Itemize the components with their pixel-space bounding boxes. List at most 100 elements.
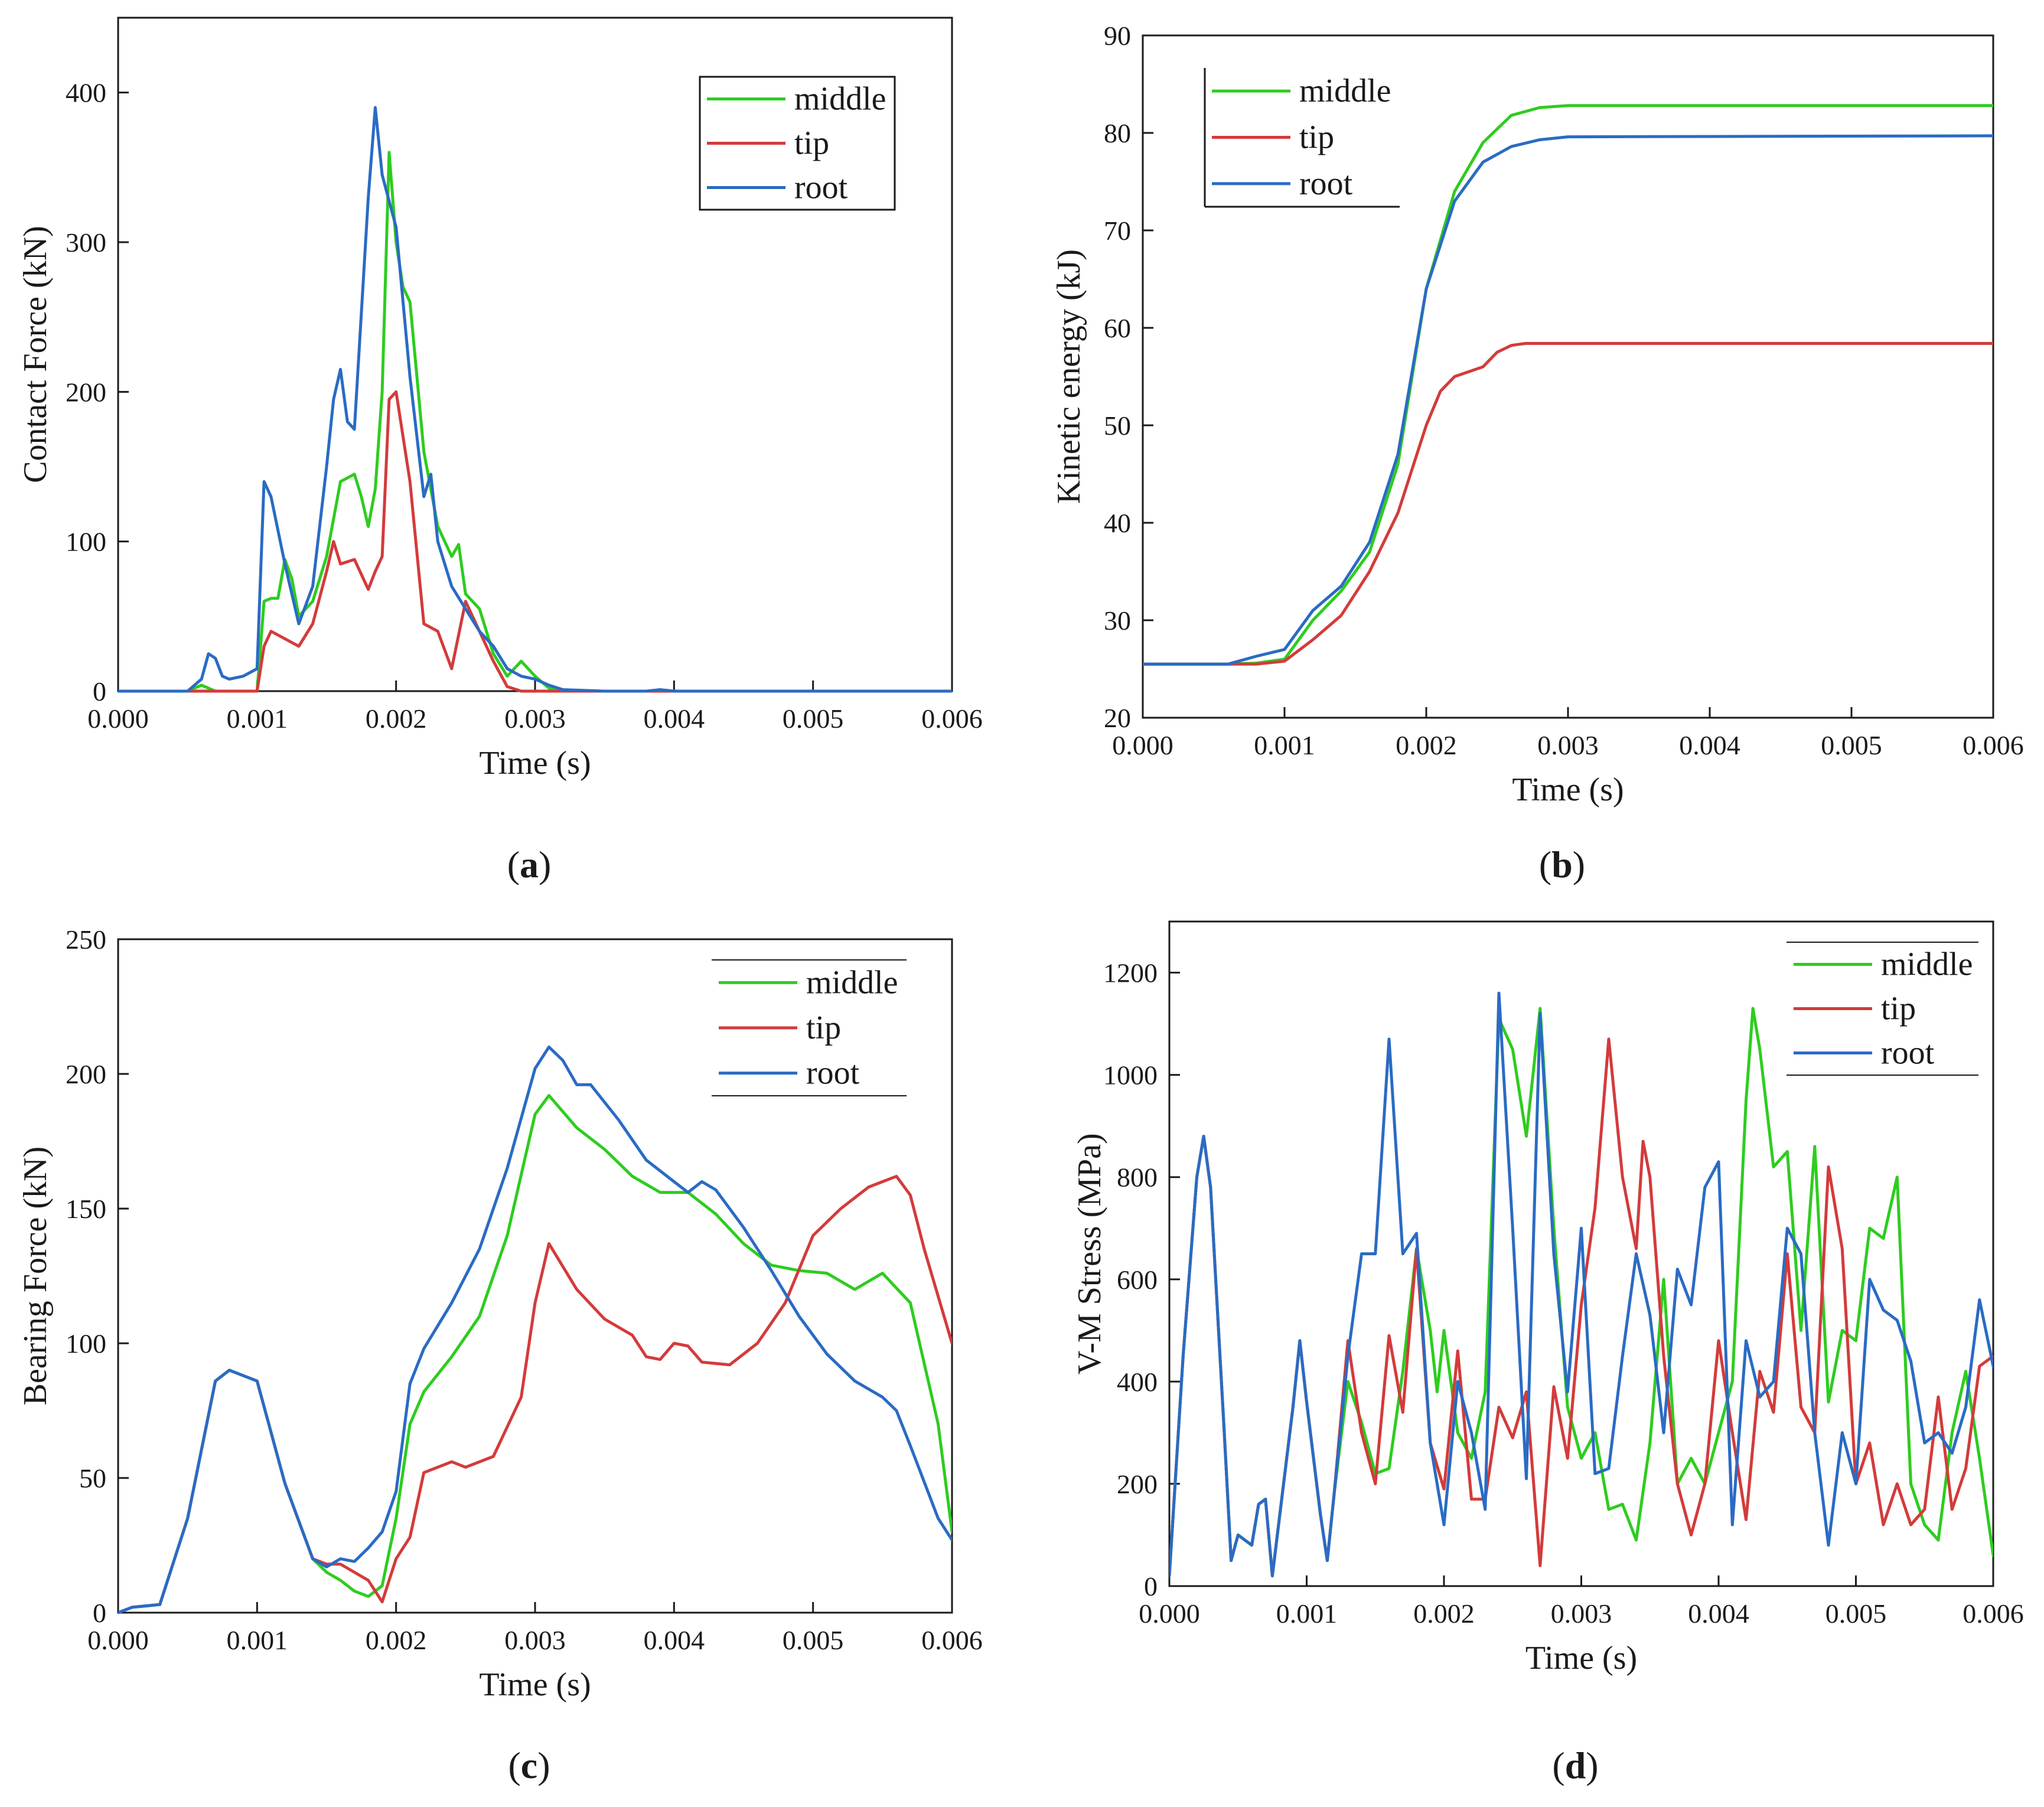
legend-label-root: root [1881, 1035, 1935, 1072]
x-tick-label: 0.005 [1821, 730, 1882, 760]
x-tick-label: 0.003 [1537, 730, 1599, 760]
y-tick-label: 70 [1104, 216, 1131, 246]
x-tick-label: 0.000 [1112, 730, 1173, 760]
y-tick-label: 150 [66, 1194, 106, 1224]
series-line-tip [118, 1174, 952, 1614]
series-group [118, 106, 952, 693]
series-line-root [1169, 991, 1993, 1578]
panel-b: 0.000 0.001 0.002 0.003 0.004 0.005 0.006 20 30 4… [1051, 21, 2024, 885]
x-tick-label: 0.006 [921, 1625, 983, 1655]
y-tick-label: 20 [1104, 703, 1131, 733]
y-axis-label: Contact Force (kN) [17, 226, 54, 483]
y-tick-label: 400 [66, 78, 106, 108]
x-tick-label: 0.001 [1254, 730, 1315, 760]
y-axis-label: V-M Stress (MPa) [1071, 1133, 1108, 1375]
y-axis-label: Bearing Force (kN) [17, 1147, 54, 1406]
legend-label-root: root [806, 1055, 860, 1092]
x-axis-label: Time (s) [1525, 1640, 1637, 1676]
legend-label-middle: middle [1299, 73, 1391, 109]
x-tick-label: 0.006 [1962, 1598, 2024, 1629]
x-tick-label: 0.002 [1396, 730, 1457, 760]
series-line-tip [1169, 1037, 1993, 1578]
series-line-root [1143, 134, 1993, 666]
x-tick-label: 0.002 [1413, 1598, 1475, 1629]
y-axis-label: Kinetic energy (kJ) [1051, 249, 1087, 504]
series-line-tip [1143, 341, 1993, 666]
y-tick-label: 100 [66, 1329, 106, 1359]
series-line-middle [1143, 104, 1993, 666]
x-tick-label: 0.004 [644, 704, 705, 734]
x-tick-label: 0.000 [1139, 1598, 1200, 1629]
legend: middle tip root [1204, 68, 1400, 208]
x-tick-label: 0.000 [87, 1625, 149, 1655]
series-line-middle [118, 151, 952, 693]
x-axis-label: Time (s) [479, 1666, 591, 1703]
legend: middle tip root [699, 76, 896, 211]
x-tick-label: 0.003 [504, 1625, 566, 1655]
x-tick-label: 0.000 [87, 704, 149, 734]
y-tick-label: 400 [1117, 1367, 1158, 1397]
y-tick-label: 50 [1104, 411, 1131, 441]
x-tick-label: 0.004 [1688, 1598, 1749, 1629]
series-group [1143, 104, 1993, 666]
x-tick-label: 0.006 [1962, 730, 2024, 760]
y-tick-label: 0 [93, 1598, 106, 1628]
series-line-tip [118, 390, 952, 693]
panel-c: 0.000 0.001 0.002 0.003 0.004 0.005 0.006 0 50 10… [17, 924, 983, 1786]
y-tick-label: 60 [1104, 313, 1131, 343]
x-tick-label: 0.001 [227, 1625, 288, 1655]
y-tick-label: 100 [66, 527, 106, 557]
x-tick-label: 0.005 [783, 1625, 844, 1655]
panel-label: (c) [508, 1744, 550, 1786]
x-tick-label: 0.001 [1276, 1598, 1338, 1629]
x-axis-label: Time (s) [1512, 771, 1624, 808]
x-tick-label: 0.003 [1551, 1598, 1612, 1629]
legend: middle tip root [1787, 942, 1978, 1076]
x-tick-label: 0.006 [921, 704, 983, 734]
y-tick-label: 1000 [1103, 1060, 1158, 1090]
x-tick-label: 0.003 [504, 704, 566, 734]
y-tick-label: 300 [66, 227, 106, 258]
y-tick-label: 90 [1104, 21, 1131, 51]
y-tick-label: 0 [1144, 1571, 1158, 1601]
series-group [1169, 991, 1993, 1578]
panel-label: (a) [507, 844, 552, 885]
y-tick-label: 80 [1104, 118, 1131, 148]
x-tick-label: 0.005 [1825, 1598, 1887, 1629]
legend-label-root: root [1299, 165, 1353, 202]
y-tick-label: 200 [66, 1059, 106, 1089]
y-tick-label: 600 [1117, 1265, 1158, 1295]
panel-label: (d) [1552, 1744, 1598, 1786]
legend-label-root: root [794, 170, 848, 206]
x-tick-label: 0.002 [366, 1625, 427, 1655]
legend-label-tip: tip [806, 1010, 841, 1046]
y-tick-label: 200 [1117, 1469, 1158, 1499]
legend-label-middle: middle [806, 964, 898, 1001]
x-axis-label: Time (s) [479, 745, 591, 782]
legend: middle tip root [712, 959, 907, 1096]
legend-label-middle: middle [1881, 946, 1973, 983]
series-group [118, 1045, 952, 1614]
legend-label-tip: tip [794, 125, 829, 162]
y-tick-label: 0 [93, 676, 106, 706]
x-tick-label: 0.001 [227, 704, 288, 734]
panel-label: (b) [1539, 844, 1585, 885]
x-tick-label: 0.005 [783, 704, 844, 734]
y-tick-label: 250 [66, 924, 106, 955]
y-tick-label: 200 [66, 377, 106, 407]
y-tick-label: 800 [1117, 1163, 1158, 1193]
panel-a: 0.000 0.001 0.002 0.003 0.004 0.005 0.006 0 100 2… [17, 17, 983, 885]
y-tick-label: 50 [79, 1463, 106, 1493]
legend-label-tip: tip [1881, 991, 1916, 1027]
panel-d: 0.000 0.001 0.002 0.003 0.004 0.005 0.006 0 200 4… [1071, 920, 2024, 1786]
legend-label-middle: middle [794, 81, 886, 118]
series-line-root [118, 106, 952, 693]
legend-label-tip: tip [1299, 119, 1334, 156]
series-line-root [118, 1045, 952, 1614]
x-tick-label: 0.004 [644, 1625, 705, 1655]
y-tick-label: 30 [1104, 605, 1131, 636]
x-tick-label: 0.004 [1679, 730, 1740, 760]
y-tick-label: 1200 [1103, 958, 1158, 988]
x-tick-label: 0.002 [366, 704, 427, 734]
